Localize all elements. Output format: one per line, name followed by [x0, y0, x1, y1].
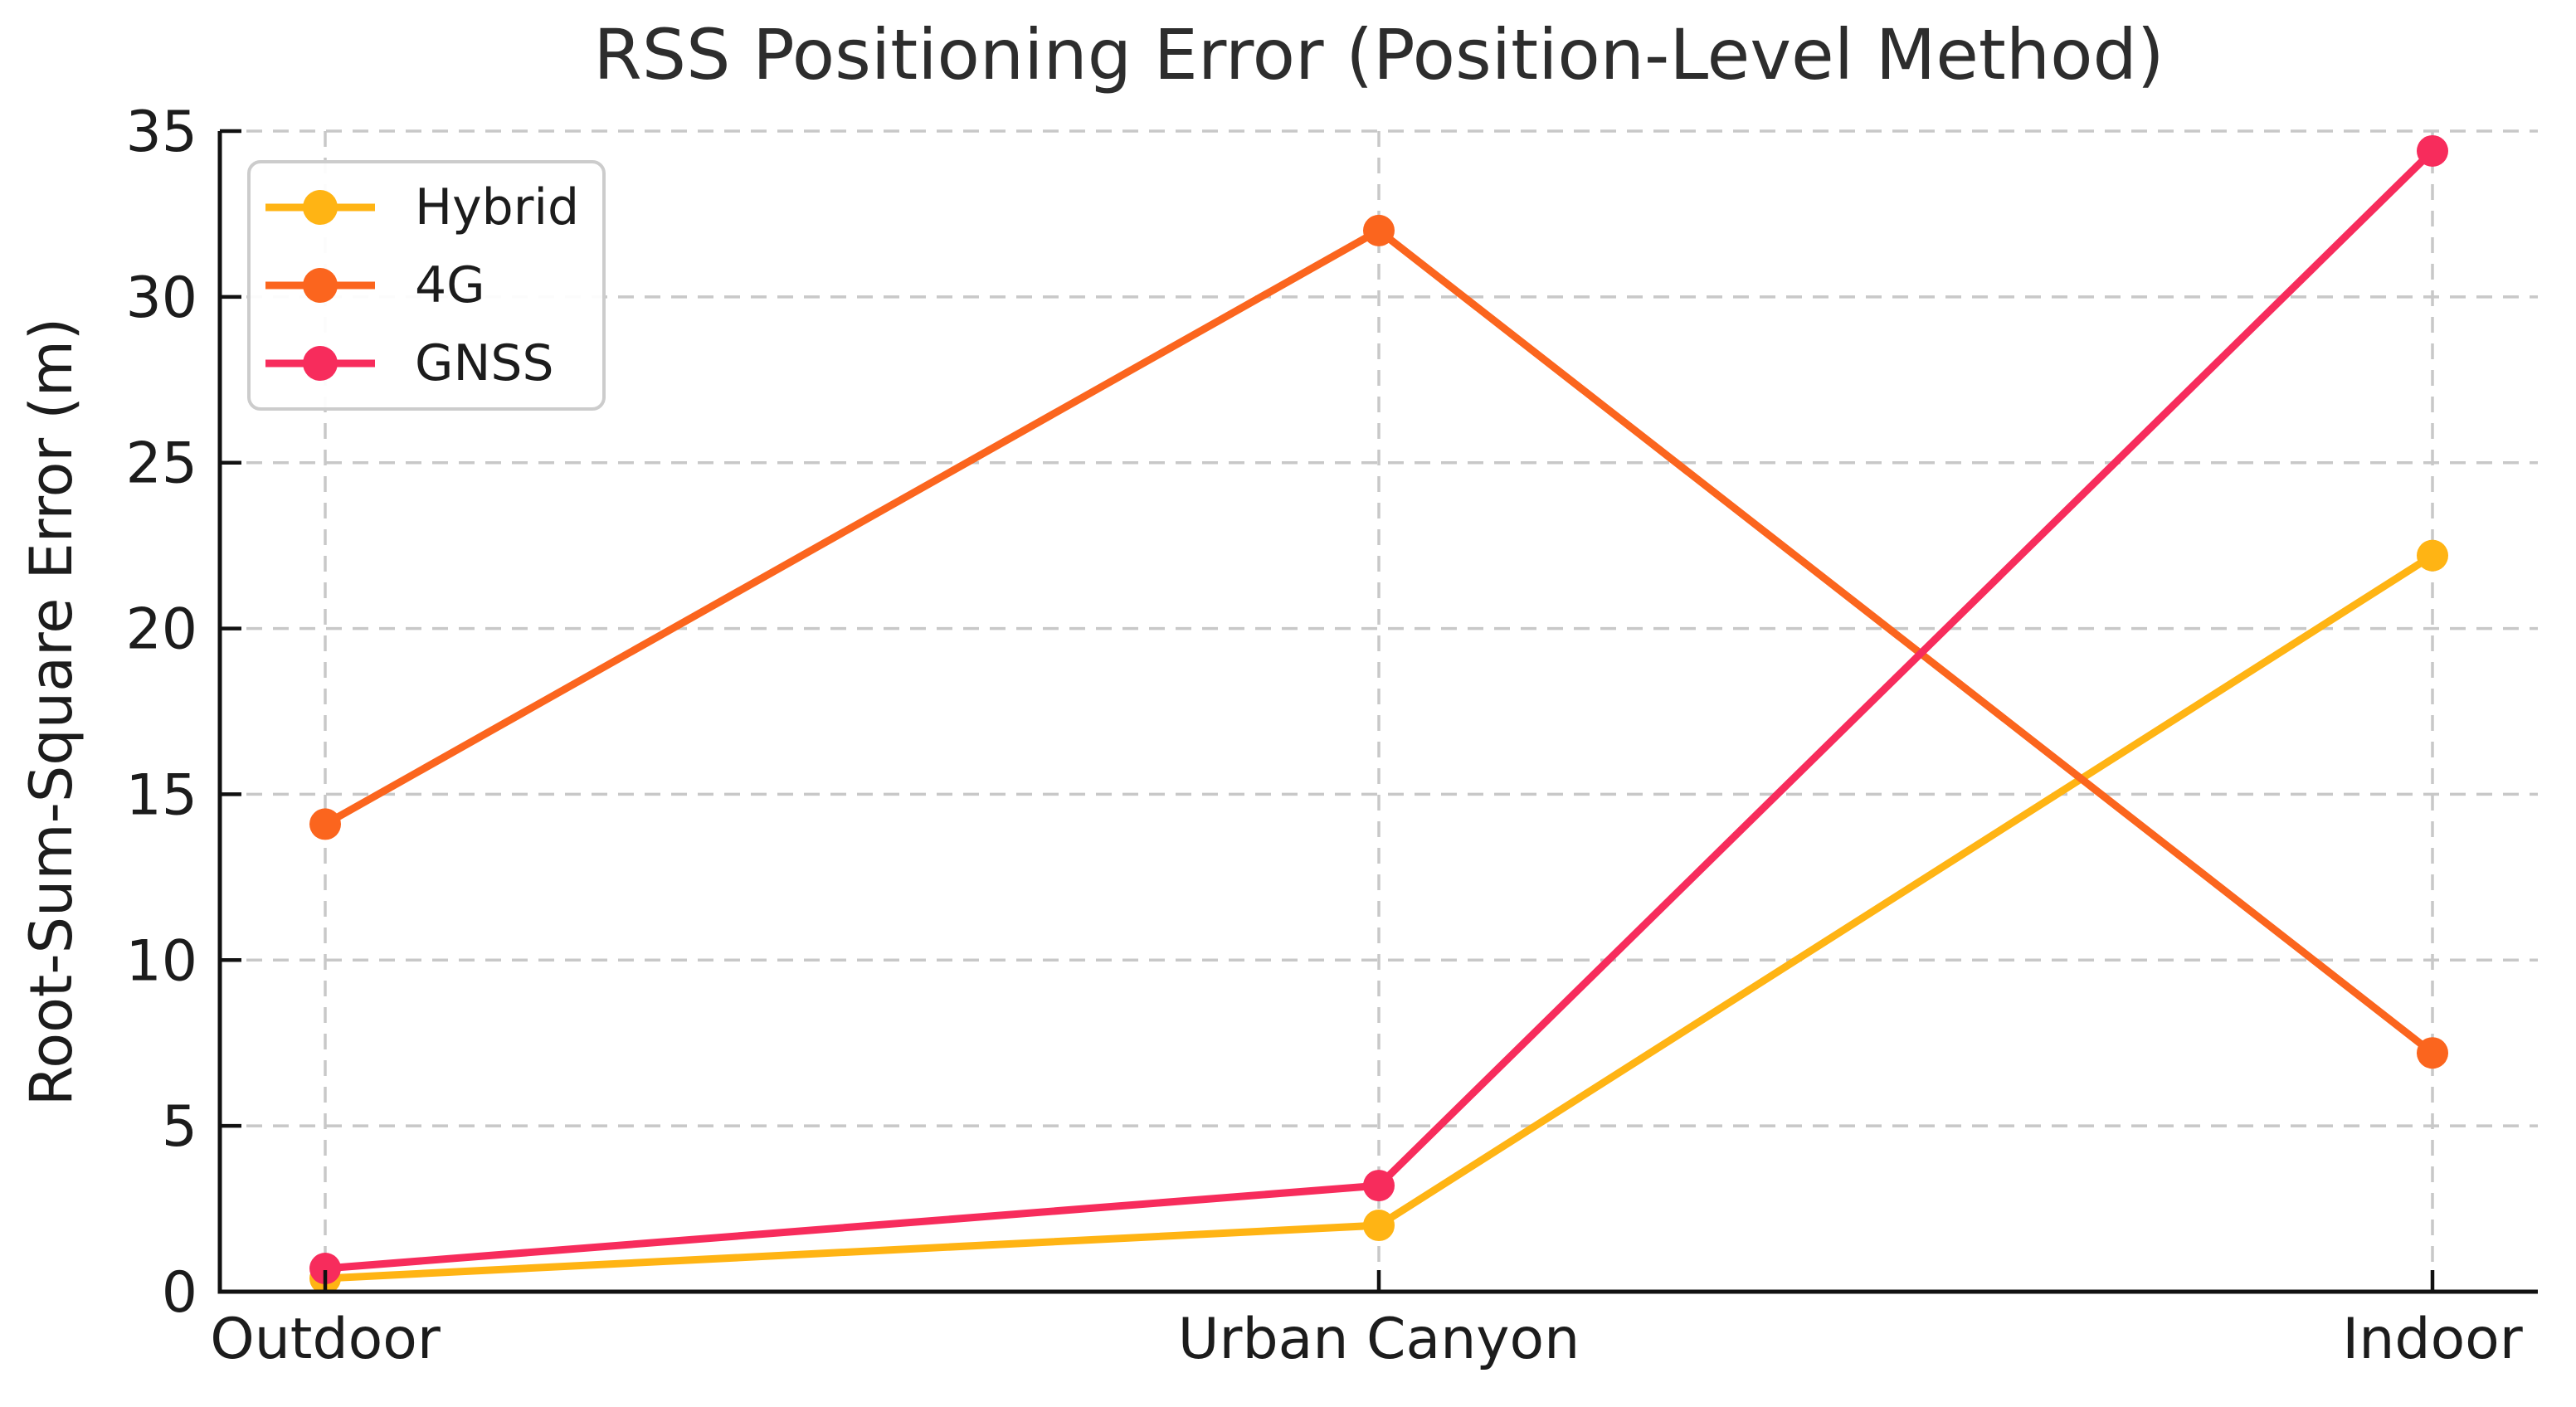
y-tick-label-15: 15 [125, 762, 197, 828]
x-tick-label-0: Outdoor [210, 1307, 441, 1372]
x-tick-label-2: Indoor [2342, 1307, 2523, 1372]
4g-legend-dot [303, 268, 338, 303]
legend: Hybrid 4G GNSS [247, 160, 606, 411]
legend-label-4g: 4G [415, 256, 485, 314]
y-tick-label-20: 20 [125, 597, 197, 663]
chart-title: RSS Positioning Error (Position-Level Me… [593, 14, 2165, 95]
data-point-hybrid-2 [2417, 539, 2448, 572]
data-point-4g-0 [309, 808, 341, 840]
data-point-gnss-1 [1363, 1170, 1395, 1202]
data-point-gnss-2 [2417, 134, 2448, 167]
data-point-4g-1 [1363, 214, 1395, 246]
data-point-gnss-0 [309, 1253, 341, 1285]
y-tick-label-35: 35 [125, 100, 197, 165]
legend-item-hybrid: Hybrid [264, 168, 602, 246]
gnss-line-marker-icon [265, 346, 375, 381]
legend-label-gnss: GNSS [415, 334, 554, 392]
legend-item-4g: 4G [264, 246, 602, 324]
data-point-hybrid-1 [1363, 1210, 1395, 1242]
y-tick-label-30: 30 [125, 265, 197, 331]
hybrid-line-marker-icon [265, 190, 375, 225]
y-tick-label-10: 10 [125, 928, 197, 994]
series-group [309, 134, 2448, 1292]
4g-line-marker-icon [265, 268, 375, 303]
legend-item-gnss: GNSS [264, 324, 602, 402]
hybrid-legend-dot [303, 190, 338, 225]
y-tick-label-25: 25 [125, 431, 197, 497]
gnss-legend-dot [303, 346, 338, 381]
legend-label-hybrid: Hybrid [415, 178, 580, 236]
x-tick-label-1: Urban Canyon [1178, 1307, 1580, 1372]
data-point-4g-2 [2417, 1037, 2448, 1069]
y-tick-label-5: 5 [162, 1094, 197, 1160]
y-tick-label-0: 0 [162, 1260, 197, 1326]
y-axis-label: Root-Sum-Square Error (m) [17, 317, 85, 1107]
